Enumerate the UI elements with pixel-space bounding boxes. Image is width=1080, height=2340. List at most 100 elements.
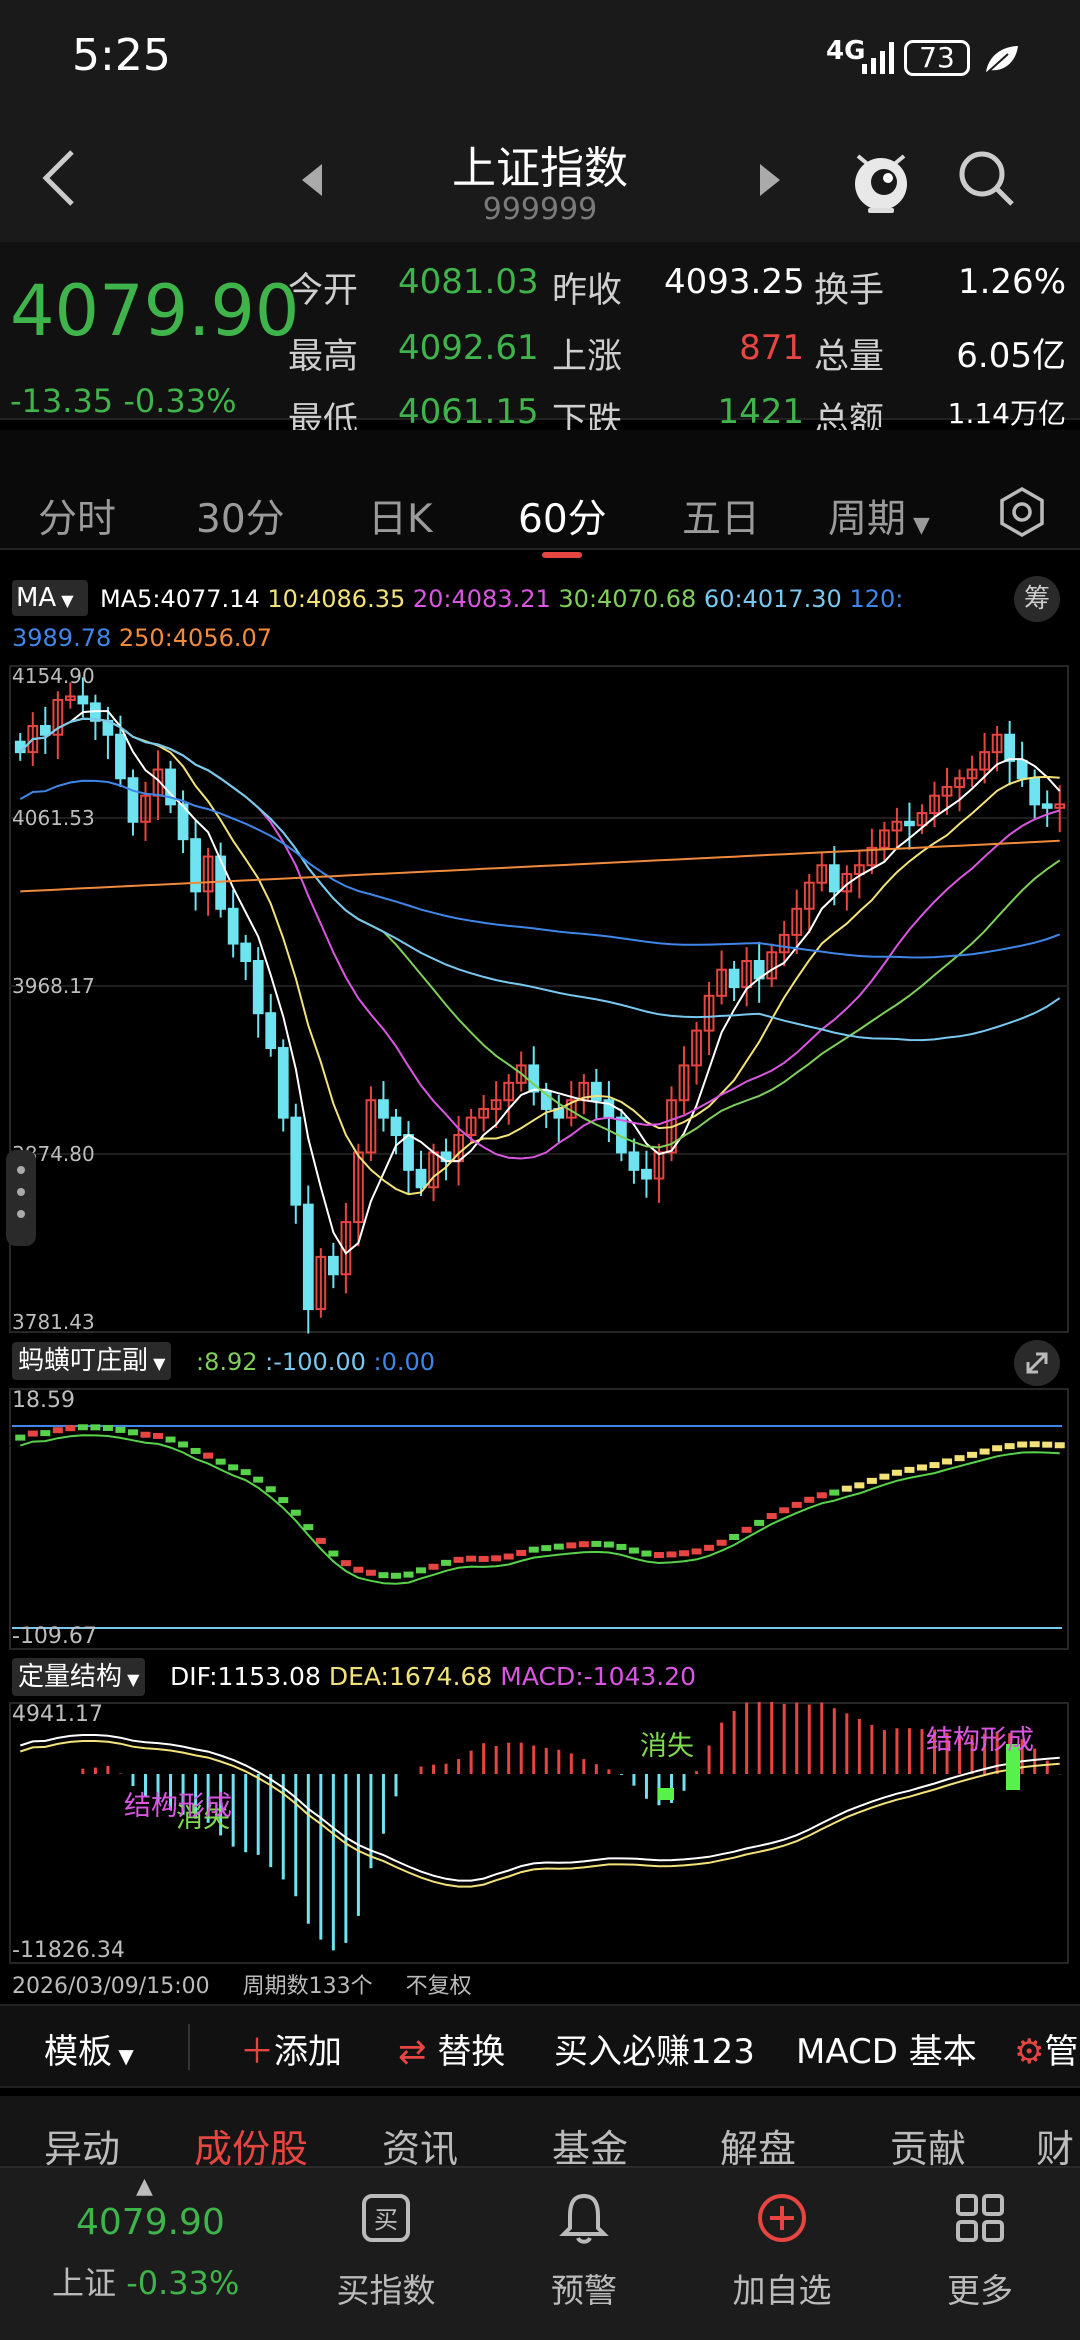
indicator1-step [27,1430,38,1437]
buy-index-button[interactable]: 买 买指数 [306,2168,466,2340]
prev-stock-icon[interactable] [298,160,326,200]
indicator2-y-min: -11826.34 [12,1938,125,1963]
back-icon[interactable] [36,146,84,210]
indicator-chip-1[interactable]: 买入必赚123 [554,2032,755,2072]
indicator1-step [265,1486,276,1493]
search-icon[interactable] [956,148,1016,208]
indicator1-step [979,1448,990,1455]
y-tick-2: 4061.53 [12,806,95,830]
indicator1-y-min: -109.67 [12,1624,97,1649]
tab-contribution[interactable]: 贡献 [890,2127,967,2171]
candle-body [365,1099,377,1154]
chevron-down-icon: ▼ [56,591,74,610]
indicator1-step [891,1469,902,1476]
tab-daily[interactable]: 日K [368,497,433,542]
indicator1-value-b: :-100.00 [265,1348,366,1376]
tab-timeshare[interactable]: 分时 [38,497,117,542]
indicator1-step [904,1466,915,1473]
candle-body [791,907,803,936]
candle-body [841,872,853,893]
indicator1-step [628,1547,639,1554]
indicator1-step [841,1485,852,1492]
value-turnover: 1.26% [957,262,1066,302]
tab-30min[interactable]: 30分 [196,497,285,542]
next-stock-icon[interactable] [756,160,784,200]
candle-body [465,1116,477,1137]
add-indicator-button[interactable]: ＋添加 [240,2024,342,2073]
candle-body [503,1081,515,1102]
y-tick-max: 4154.90 [12,664,95,688]
tab-60min[interactable]: 60分 [518,497,607,542]
indicator1-step [541,1545,552,1552]
indicator1-selector[interactable]: 蚂蟥叮庄副 ▼ [12,1342,172,1380]
candle-body [528,1064,540,1093]
chevron-down-icon: ▼ [148,1354,166,1373]
drawer-handle[interactable] [6,1150,36,1246]
indicator1-step [15,1434,26,1441]
kline-chart[interactable] [0,664,1080,1334]
indicator1-step [829,1489,840,1496]
candle-body [315,1255,327,1311]
chip-distribution-button[interactable]: 筹 [1014,576,1060,622]
current-price: 4079.90 [10,270,300,352]
template-button[interactable]: 模板 ▼ [44,2024,134,2073]
tab-news[interactable]: 资讯 [382,2127,459,2171]
alert-label: 预警 [551,2271,617,2310]
mascot-icon[interactable] [850,144,912,214]
candle-body [803,881,815,910]
dea-line [19,1740,1060,1888]
status-bar: 5:25 4G 73 [0,0,1080,120]
indicator1-step [691,1548,702,1555]
indicator1-line [19,1434,1060,1585]
alert-button[interactable]: 预警 [504,2168,664,2340]
replace-button[interactable]: ⇄ 替换 [398,2024,505,2073]
tab-analysis[interactable]: 解盘 [720,2127,797,2171]
signal-icon [862,42,894,74]
expand-icon[interactable] [1014,1340,1060,1386]
status-time: 5:25 [72,30,171,81]
bottom-nav: ▲ 4079.90 上证 -0.33% 买 买指数 预警 加自选 更多 [0,2166,1080,2340]
indicator1-step [127,1429,138,1436]
tab-constituents[interactable]: 成份股 [194,2127,309,2171]
indicator1-chart[interactable] [0,1388,1080,1650]
indicator1-value-c: :0.00 [373,1348,436,1376]
indicator2-chart[interactable] [0,1702,1080,1964]
indicator1-step [866,1477,877,1484]
indicator1-name: 蚂蟥叮庄副 [18,1346,149,1376]
nav-header: 上证指数 999999 [0,120,1080,242]
tab-funds[interactable]: 基金 [552,2127,629,2171]
indicator1-step [441,1559,452,1566]
indicator1-step [203,1452,214,1459]
indicator-chip-2[interactable]: MACD 基本 [796,2032,977,2072]
candle-body [77,695,89,705]
indicator1-step [779,1507,790,1514]
manage-button[interactable]: ⚙管 [1014,2024,1080,2073]
annotation-structure-2: 结构形成 [124,1791,232,1822]
tab-finance[interactable]: 财 [1036,2127,1075,2171]
toolbar-divider [188,2024,190,2070]
more-button[interactable]: 更多 [900,2168,1060,2340]
ma-selector[interactable]: MA ▼ [12,580,88,616]
mini-quote[interactable]: 上证 -0.33% [52,2258,239,2304]
indicator1-step [653,1552,664,1559]
candle-body [916,812,928,827]
indicator1-step [215,1458,226,1465]
candle-body [691,1029,702,1067]
add-watchlist-button[interactable]: 加自选 [702,2168,862,2340]
indicator1-step [967,1451,978,1458]
candle-body [778,933,790,954]
tab-period-label: 周期 [828,497,907,542]
candle-body [240,942,252,962]
chevron-down-icon: ▼ [112,2044,134,2068]
indicator1-step [303,1524,314,1531]
ma250-line [20,839,1060,893]
collapse-icon[interactable]: ▲ [136,2174,153,2199]
tab-period[interactable]: 周期 ▼ [828,488,930,544]
tab-anomaly[interactable]: 异动 [44,2127,121,2171]
settings-icon[interactable] [996,486,1048,538]
indicator2-selector[interactable]: 定量结构 ▼ [12,1658,146,1696]
indicator1-step [553,1543,564,1550]
tab-5day[interactable]: 五日 [682,497,761,542]
ma60-line [19,717,1061,1042]
add-circle-icon [758,2194,806,2242]
